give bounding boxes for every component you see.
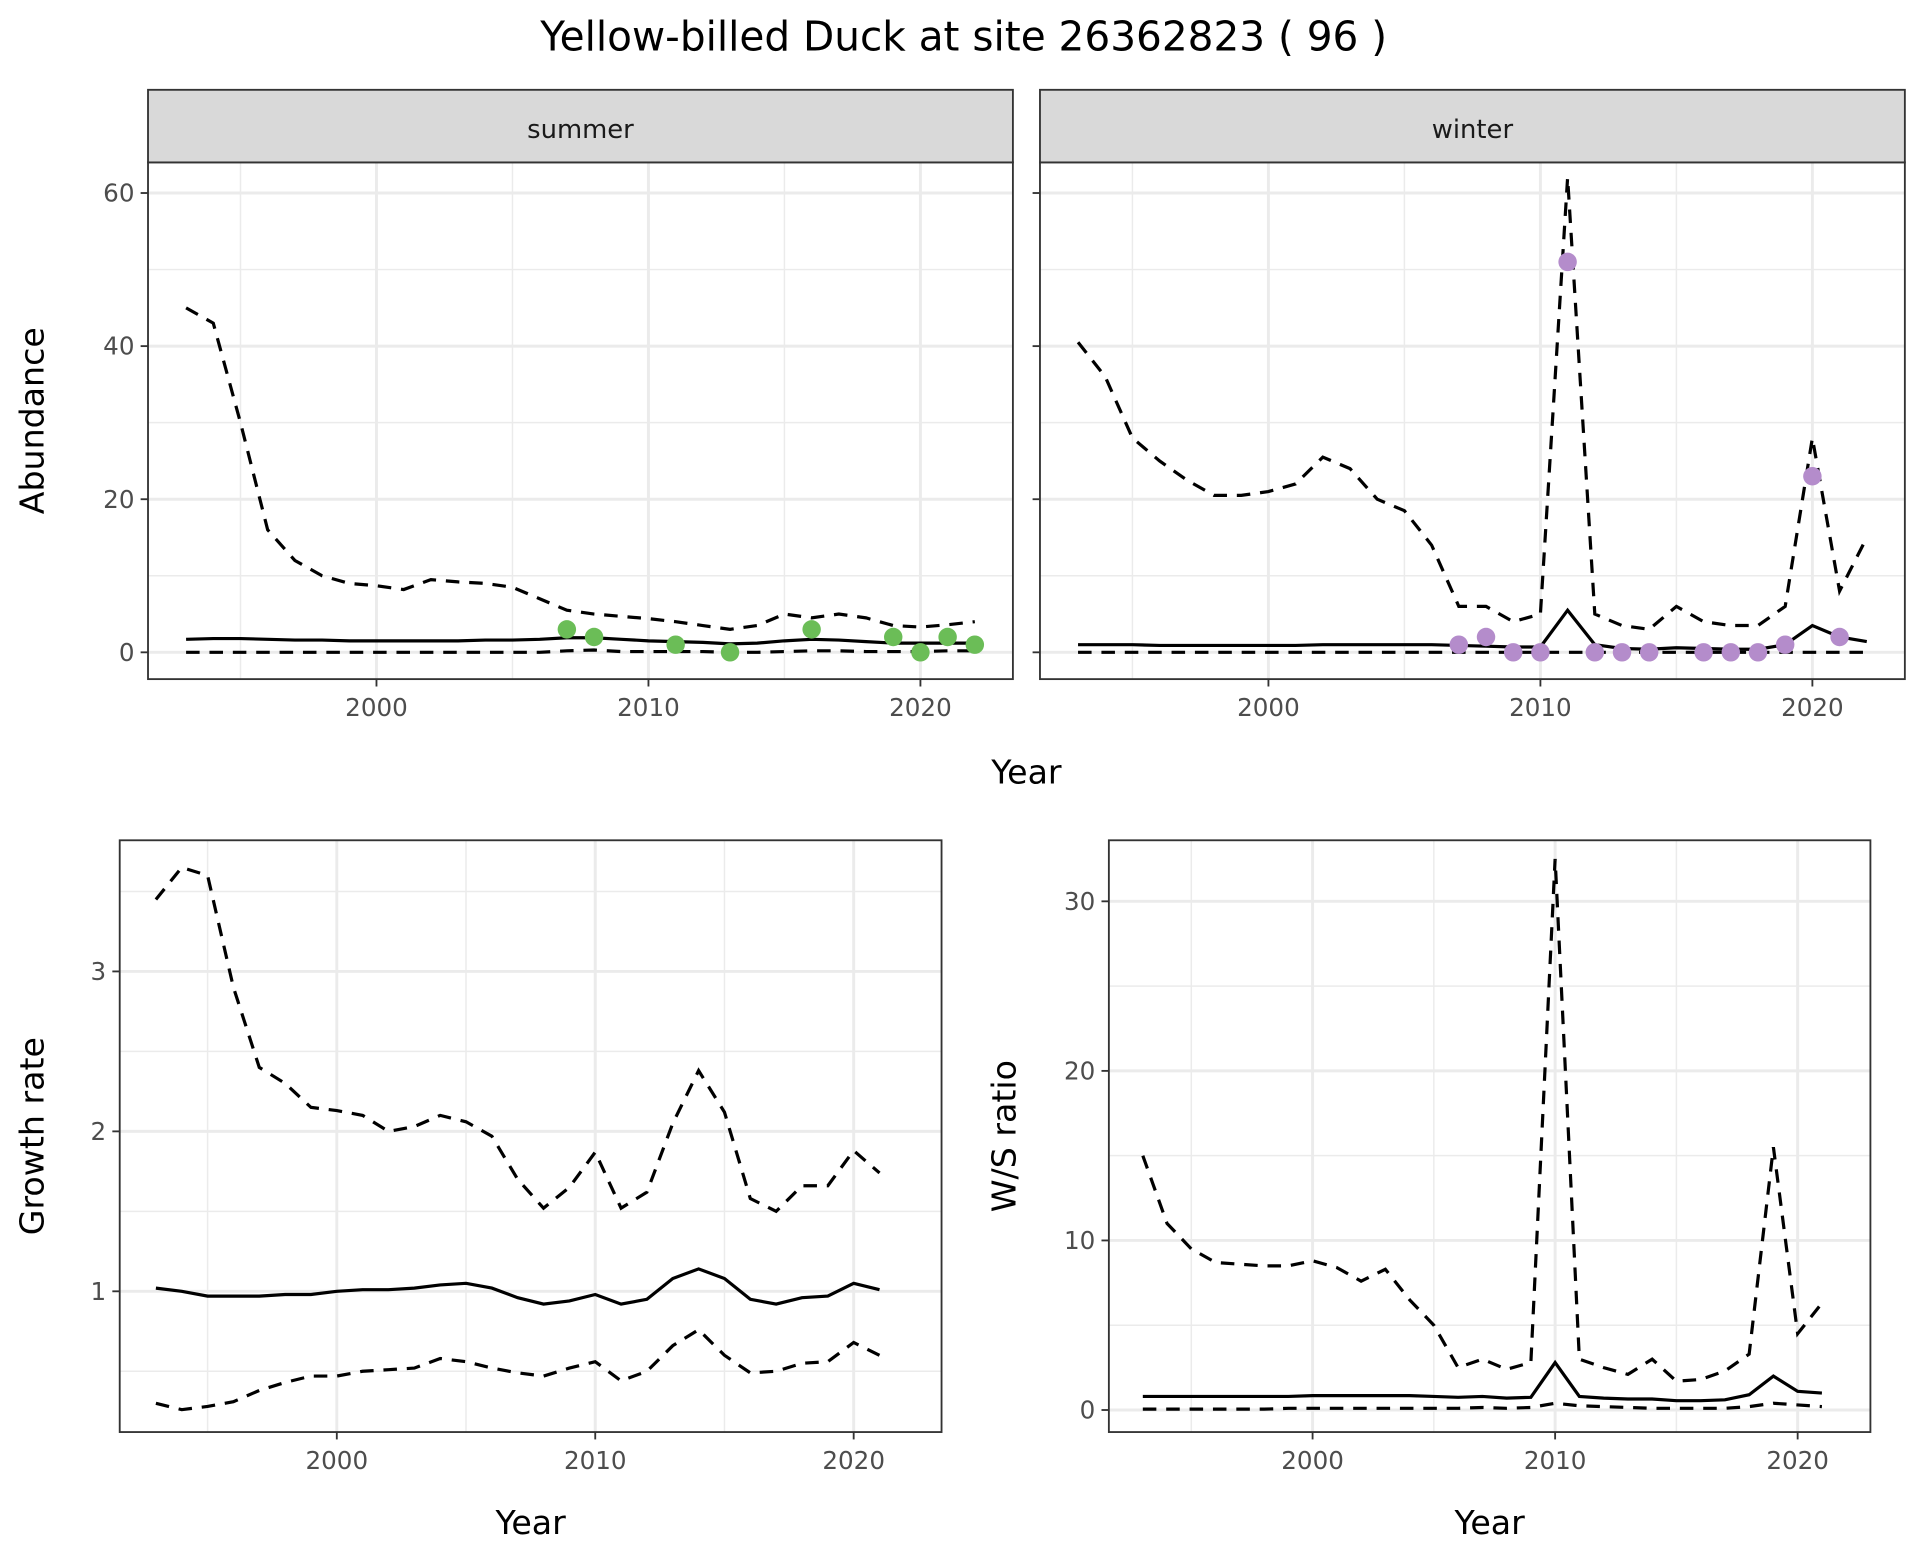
observed-point: [1803, 467, 1822, 486]
observed-point: [720, 643, 740, 662]
x-axis-title: Year: [494, 1503, 566, 1542]
observed-point: [1585, 643, 1605, 662]
observed-point: [1476, 627, 1496, 647]
facet-strip: [1039, 88, 1906, 164]
lower-bound-line: [186, 648, 975, 654]
observed-point: [1830, 627, 1849, 647]
x-tick-label: 2010: [617, 693, 680, 722]
upper-bound-line: [154, 865, 881, 1214]
observed-point: [884, 627, 903, 647]
observed-point: [1531, 643, 1550, 662]
x-tick-label: 2020: [822, 1446, 885, 1475]
y-tick-label: 20: [1064, 1056, 1095, 1085]
chart-title: Yellow-billed Duck at site 26362823 ( 96…: [539, 12, 1387, 60]
x-tick-label: 2010: [1524, 1446, 1587, 1475]
panel-winter: winter 2000 2010 2020: [1032, 88, 1906, 722]
observed-point: [938, 627, 957, 647]
mean-line: [186, 636, 975, 646]
x-tick-label: 2010: [564, 1446, 627, 1475]
observed-point: [1503, 643, 1523, 662]
facet-label: summer: [527, 115, 634, 145]
observed-point: [1639, 643, 1659, 662]
x-tick-label: 2000: [306, 1446, 369, 1475]
x-tick-label: 2000: [1237, 693, 1300, 722]
panel-border: [118, 839, 943, 1433]
panel-w-s-ratio: 2000 2010 2020 0 10 20 30 Year W/S ratio: [984, 839, 1872, 1542]
x-tick-label: 2000: [345, 693, 408, 722]
observed-point: [1612, 643, 1632, 662]
y-axis-title: Growth rate: [12, 1037, 51, 1235]
y-tick-label: 1: [91, 1277, 107, 1306]
x-tick-label: 2000: [1281, 1446, 1344, 1475]
panel-border: [1107, 839, 1872, 1433]
observed-point: [1748, 643, 1768, 662]
observed-point: [1721, 643, 1741, 662]
observed-point: [1449, 635, 1469, 654]
y-tick-label: 10: [1064, 1226, 1095, 1255]
mean-line: [1142, 1359, 1823, 1403]
observed-point: [666, 635, 685, 654]
observed-point: [1694, 643, 1713, 662]
panel-growth-rate: 2000 2010 2020 1 2 3 Year Growth rate: [12, 839, 943, 1542]
y-tick-label: 20: [103, 485, 134, 514]
x-axis-title: Year: [1453, 1503, 1525, 1542]
observed-point: [1558, 252, 1577, 272]
y-tick-label: 2: [91, 1117, 107, 1146]
y-tick-label: 60: [103, 179, 134, 208]
mean-line: [155, 1267, 880, 1306]
y-tick-label: 0: [1080, 1396, 1096, 1425]
x-tick-label: 2020: [1781, 693, 1844, 722]
y-tick-label: 30: [1064, 887, 1095, 916]
upper-bound-line: [1141, 858, 1824, 1383]
lower-bound-line: [1142, 1401, 1823, 1411]
observed-point: [802, 620, 821, 639]
observed-point: [557, 620, 577, 639]
y-tick-label: 3: [91, 957, 107, 986]
facet-label: winter: [1432, 115, 1514, 145]
y-axis-title: W/S ratio: [984, 1060, 1023, 1212]
facet-strip: [147, 88, 1014, 164]
upper-bound-line: [1076, 177, 1869, 632]
y-tick-label: 40: [103, 332, 134, 361]
observed-point: [1775, 635, 1795, 654]
x-tick-label: 2020: [889, 693, 952, 722]
observed-point: [911, 643, 930, 662]
y-tick-label: 0: [119, 638, 135, 667]
upper-bound-line: [185, 306, 976, 631]
y-axis-title: Abundance: [12, 327, 51, 514]
x-axis-title: Year: [990, 753, 1062, 792]
x-tick-label: 2020: [1766, 1446, 1829, 1475]
observed-point: [965, 635, 985, 654]
observed-point: [584, 627, 604, 647]
panel-summer: summer 2000 2010 2020 0 20 40 60 Abundance: [12, 88, 1014, 722]
x-tick-label: 2010: [1509, 693, 1572, 722]
lower-bound-line: [155, 1327, 881, 1412]
